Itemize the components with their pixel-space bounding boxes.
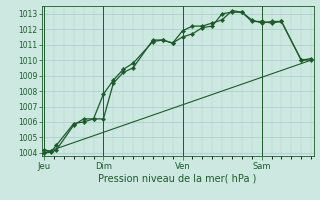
X-axis label: Pression niveau de la mer( hPa ): Pression niveau de la mer( hPa ): [99, 173, 257, 183]
